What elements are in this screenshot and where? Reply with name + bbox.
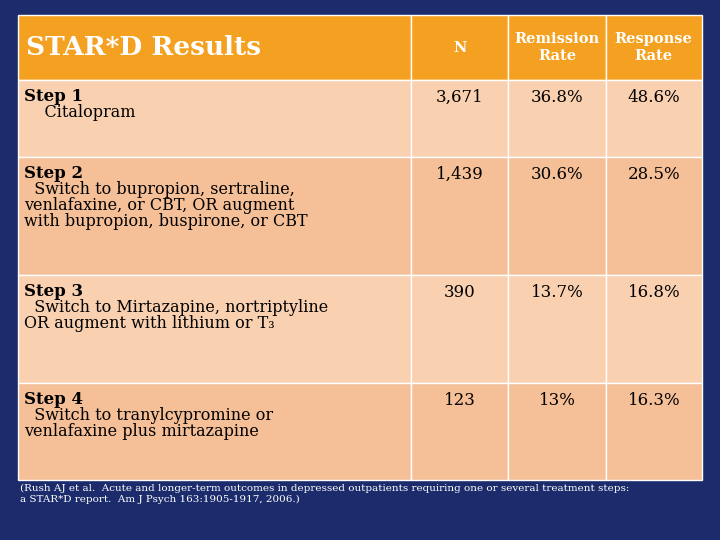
Text: Step 3: Step 3	[24, 283, 83, 300]
Bar	[411, 15, 508, 80]
Text: Switch to tranylcypromine or: Switch to tranylcypromine or	[24, 407, 273, 423]
Bar	[508, 382, 606, 480]
Text: 13%: 13%	[539, 392, 575, 409]
Text: Step 4: Step 4	[24, 390, 83, 408]
Text: 1,439: 1,439	[436, 166, 484, 183]
Text: 3,671: 3,671	[436, 89, 484, 106]
Bar	[508, 275, 606, 382]
Text: N: N	[453, 40, 467, 55]
Bar	[508, 157, 606, 275]
Text: Switch to Mirtazapine, nortriptyline: Switch to Mirtazapine, nortriptyline	[24, 299, 328, 316]
Text: 16.8%: 16.8%	[627, 284, 680, 301]
Text: 123: 123	[444, 392, 476, 409]
Text: (Rush AJ et al.  Acute and longer-term outcomes in depressed outpatients requiri: (Rush AJ et al. Acute and longer-term ou…	[20, 484, 629, 504]
Bar	[508, 15, 606, 80]
Text: STAR*D Results: STAR*D Results	[26, 35, 261, 60]
Bar	[508, 80, 606, 157]
Text: Citalopram: Citalopram	[24, 104, 135, 121]
Bar	[18, 15, 411, 80]
Text: 48.6%: 48.6%	[627, 89, 680, 106]
Bar	[18, 275, 411, 382]
Bar	[606, 382, 702, 480]
Bar	[411, 382, 508, 480]
Bar	[411, 80, 508, 157]
Text: OR augment with lithium or T₃: OR augment with lithium or T₃	[24, 315, 275, 332]
Text: with bupropion, buspirone, or CBT: with bupropion, buspirone, or CBT	[24, 213, 307, 230]
Bar	[606, 80, 702, 157]
Bar	[18, 382, 411, 480]
Text: 16.3%: 16.3%	[627, 392, 680, 409]
Bar	[606, 275, 702, 382]
Text: venlafaxine plus mirtazapine: venlafaxine plus mirtazapine	[24, 423, 259, 440]
Text: 13.7%: 13.7%	[531, 284, 583, 301]
Bar	[411, 275, 508, 382]
Text: Switch to bupropion, sertraline,: Switch to bupropion, sertraline,	[24, 181, 295, 198]
Text: Step 2: Step 2	[24, 165, 83, 182]
Bar	[606, 15, 702, 80]
Text: 28.5%: 28.5%	[627, 166, 680, 183]
Bar	[606, 157, 702, 275]
Text: 36.8%: 36.8%	[531, 89, 583, 106]
Text: venlafaxine, or CBT, OR augment: venlafaxine, or CBT, OR augment	[24, 197, 294, 214]
Text: Remission
Rate: Remission Rate	[514, 32, 600, 63]
Text: Step 1: Step 1	[24, 88, 83, 105]
Text: 390: 390	[444, 284, 476, 301]
Bar	[18, 80, 411, 157]
Bar	[411, 157, 508, 275]
Bar	[18, 157, 411, 275]
Text: 30.6%: 30.6%	[531, 166, 583, 183]
Text: Response
Rate: Response Rate	[615, 32, 693, 63]
